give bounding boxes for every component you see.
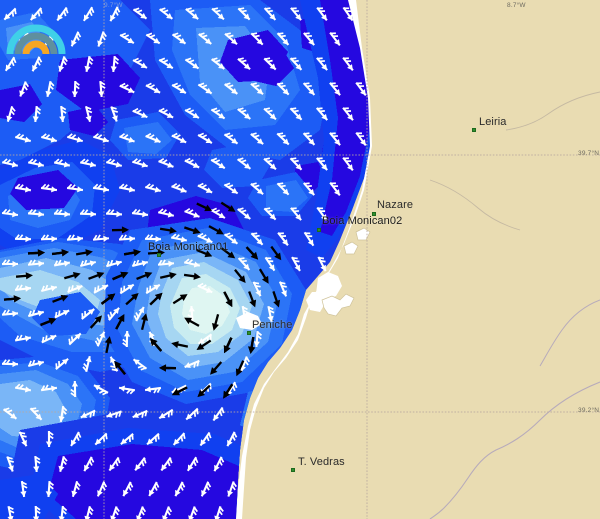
- place-label[interactable]: Boia Monican01: [148, 241, 228, 253]
- graticule-label: 9.7°W: [104, 2, 123, 9]
- graticule-label: 39.7°N: [578, 150, 599, 157]
- place-label[interactable]: Leiria: [479, 116, 507, 128]
- place-label[interactable]: Boia Monican02: [322, 215, 402, 227]
- place-label[interactable]: Peniche: [252, 319, 292, 331]
- place-marker-dot[interactable]: [157, 253, 161, 257]
- map-canvas[interactable]: Leiria Nazare Boia Monican02 Boia Monican01…: [0, 0, 600, 519]
- place-label[interactable]: T. Vedras: [298, 456, 345, 468]
- place-marker-dot[interactable]: [317, 228, 321, 232]
- graticule-label: 39.2°N: [578, 407, 599, 414]
- graticule-label: 8.7°W: [507, 2, 526, 9]
- place-marker-dot[interactable]: [291, 468, 295, 472]
- place-marker-dot[interactable]: [472, 128, 476, 132]
- place-label[interactable]: Nazare: [377, 199, 413, 211]
- wave-height-field: [0, 0, 600, 519]
- rainbow-arc-logo[interactable]: [6, 8, 68, 56]
- place-marker-dot[interactable]: [247, 331, 251, 335]
